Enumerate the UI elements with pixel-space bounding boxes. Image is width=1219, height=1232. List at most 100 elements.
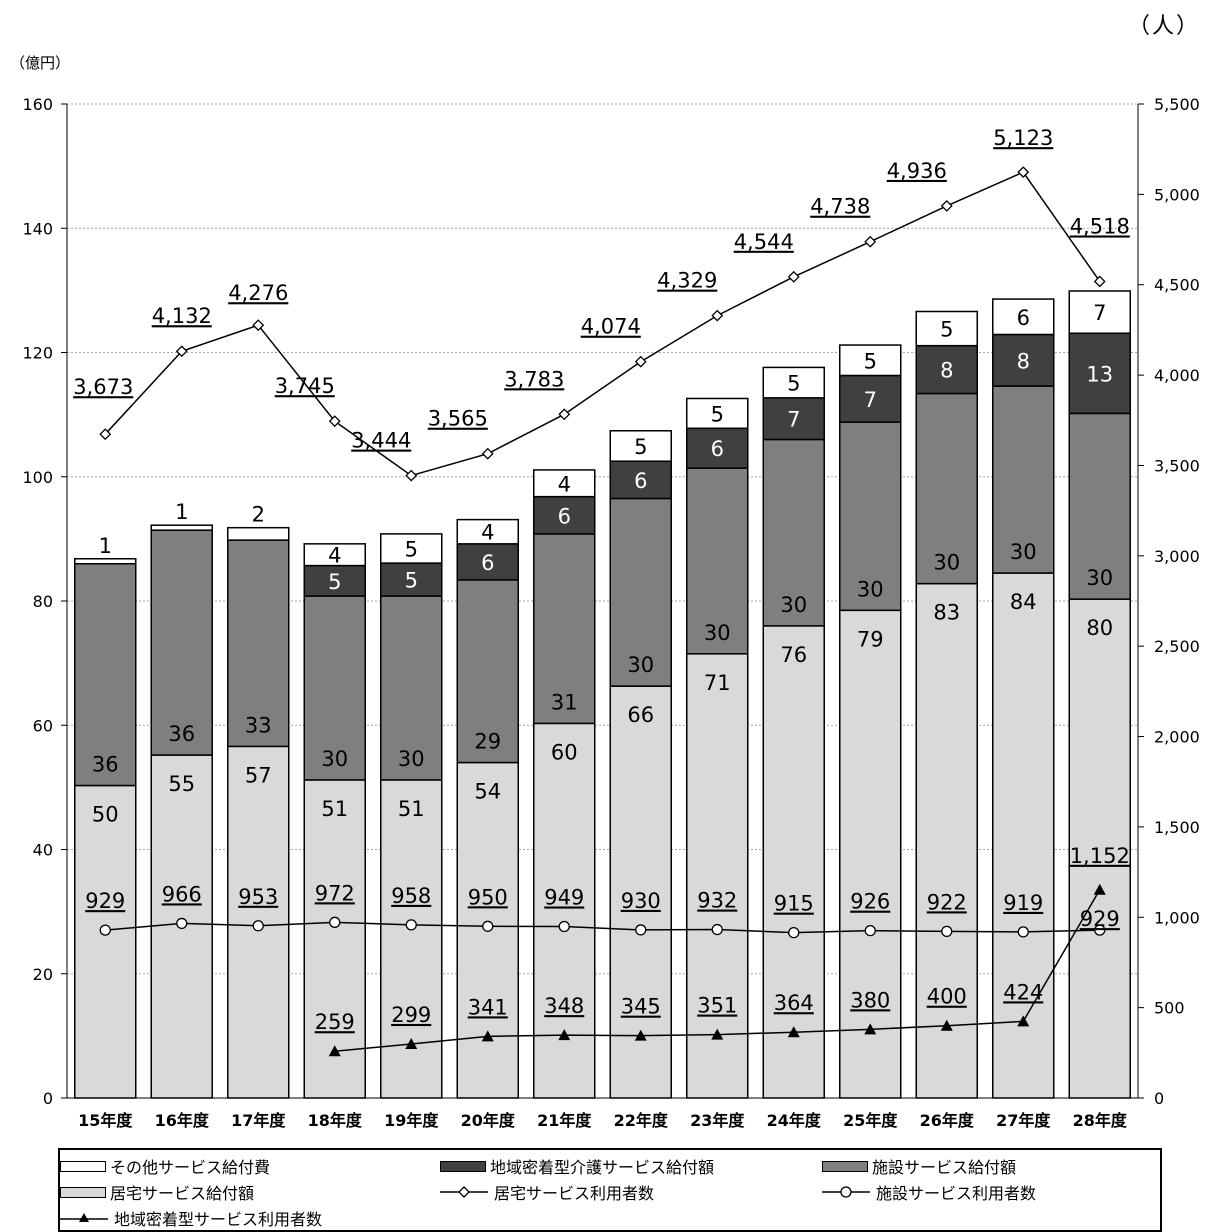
bar-segment [380, 533, 443, 564]
legend-label-community-care: 地域密着型介護サービス給付額 [490, 1158, 715, 1177]
bar-value-label: 55 [168, 772, 195, 796]
bar-value-label: 50 [92, 803, 119, 827]
bar-value-label: 4 [558, 472, 571, 496]
series-marker-diamond [864, 235, 877, 248]
bar-value-label: 2 [252, 503, 265, 527]
bar-value-label: 51 [321, 797, 348, 821]
series-marker-diamond [1093, 275, 1106, 288]
series-marker-circle [482, 920, 494, 932]
bar-value-label: 30 [627, 653, 654, 677]
line-value-label: 919 [1003, 891, 1043, 915]
left-axis-tick-label: 60 [33, 716, 53, 735]
series-marker-triangle [634, 1029, 647, 1041]
right-axis-unit: （人） [1128, 14, 1201, 39]
legend-swatch-other [60, 1160, 106, 1172]
bar-value-label: 5 [634, 435, 647, 459]
bar-value-label: 36 [92, 753, 119, 777]
line-value-label: 926 [850, 890, 890, 914]
line-value-label: 966 [162, 882, 202, 906]
bar-segment [686, 467, 749, 655]
line-value-label: 345 [621, 995, 661, 1019]
bar-value-label: 5 [405, 538, 418, 562]
bar-value-label: 57 [245, 763, 272, 787]
bar-value-label: 8 [1017, 349, 1030, 373]
bar-value-label: 7 [1093, 301, 1106, 325]
bar-value-label: 29 [474, 730, 501, 754]
x-axis-tick-label: 21年度 [537, 1111, 592, 1130]
bar-value-label: 6 [481, 551, 494, 575]
line-value-label: 4,276 [228, 281, 288, 305]
series-marker-diamond [328, 415, 341, 428]
bar-segment [1068, 332, 1131, 415]
x-axis-tick-label: 16年度 [155, 1111, 210, 1130]
line-value-label: 929 [1080, 907, 1120, 931]
series-marker-diamond [711, 309, 724, 322]
left-axis-tick-label: 80 [33, 592, 53, 611]
line-value-label: 949 [544, 885, 584, 909]
line-value-label: 930 [621, 889, 661, 913]
bar-segment [915, 392, 978, 585]
x-axis-tick-label: 27年度 [996, 1111, 1051, 1130]
series-marker-circle [1017, 926, 1029, 938]
line-value-label: 348 [544, 994, 584, 1018]
bar-value-label: 60 [551, 740, 578, 764]
right-axis-tick-label: 3,500 [1154, 456, 1200, 475]
series-marker-circle [864, 924, 876, 937]
bar-value-label: 30 [1086, 566, 1113, 590]
line-value-label: 259 [315, 1010, 355, 1034]
bar-value-label: 6 [558, 504, 571, 528]
bar-value-label: 5 [711, 402, 724, 426]
series-marker-diamond [940, 200, 953, 212]
bar-segment [303, 779, 366, 1099]
series-marker-diamond [558, 408, 571, 421]
line-value-label: 4,074 [581, 315, 641, 339]
bar-segment [915, 310, 978, 347]
bar-value-label: 13 [1086, 362, 1113, 386]
legend-item-home: 居宅サービス給付額 [60, 1180, 254, 1204]
bar-value-label: 6 [1017, 306, 1030, 330]
bar-segment [915, 582, 978, 1099]
bar-segment [303, 595, 366, 781]
bar-value-label: 30 [321, 747, 348, 771]
legend-label-home: 居宅サービス給付額 [110, 1184, 255, 1203]
series-marker-circle [711, 923, 723, 936]
bar-segment [762, 438, 825, 627]
bar-value-label: 1 [99, 534, 112, 558]
bar-value-label: 71 [704, 671, 731, 695]
line-value-label: 3,745 [275, 374, 335, 398]
bar-segment [686, 653, 749, 1099]
bar-segment [533, 469, 596, 498]
series-marker-circle [1094, 924, 1106, 936]
legend-item-facility: 施設サービス給付額 [822, 1154, 1016, 1178]
series-line [105, 921, 1100, 934]
x-axis-tick-label: 28年度 [1073, 1111, 1128, 1130]
bar-value-label: 5 [864, 349, 877, 373]
left-axis-tick-label: 100 [22, 468, 53, 487]
legend-swatch-home [60, 1186, 106, 1198]
bar-segment [1068, 598, 1131, 1099]
legend-item-home-users: 居宅サービス利用者数 [440, 1180, 654, 1204]
series-marker-circle [635, 924, 647, 936]
line-value-label: 4,544 [734, 230, 794, 254]
chart-svg: 02040608010012014016005001,0001,5002,000… [22, 95, 1200, 1130]
right-axis-tick-label: 1,000 [1154, 908, 1200, 927]
bar-segment [456, 518, 519, 545]
right-axis-tick-label: 3,000 [1154, 547, 1200, 566]
right-axis-tick-label: 0 [1154, 1089, 1164, 1108]
bar-segment [1068, 290, 1131, 334]
bar-segment [380, 779, 443, 1099]
x-axis-tick-label: 17年度 [231, 1111, 286, 1130]
series-marker-diamond [634, 355, 647, 368]
series-marker-triangle [1093, 883, 1106, 895]
bar-segment [227, 539, 290, 748]
line-value-label: 4,329 [657, 269, 717, 293]
bar-segment [533, 722, 596, 1099]
line-value-label: 922 [927, 890, 967, 914]
legend-label-community-users: 地域密着型サービス利用者数 [114, 1210, 323, 1229]
bar-value-label: 8 [940, 359, 953, 383]
bar-segment [992, 333, 1055, 387]
bar-value-label: 5 [787, 372, 800, 396]
legend-label-facility: 施設サービス給付額 [872, 1158, 1017, 1177]
series-marker-triangle [481, 1030, 494, 1042]
bar-value-label: 30 [1010, 540, 1037, 564]
